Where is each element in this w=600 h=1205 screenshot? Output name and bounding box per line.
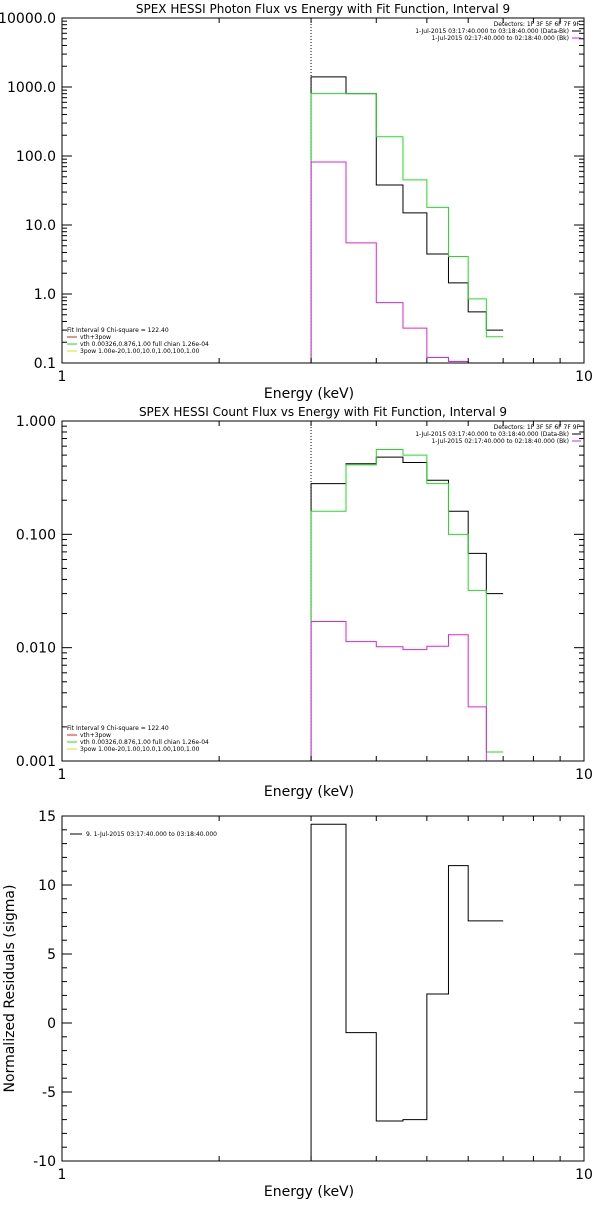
y-tick-label: -5 — [42, 1085, 56, 1101]
y-axis-label: Normalized Residuals (sigma) — [2, 885, 18, 1093]
legend-entry: vth 0.00326,0.876,1.00 full chian 1.26e-… — [80, 739, 209, 746]
x-tick-label: 1 — [58, 767, 67, 783]
plot-area — [310, 18, 504, 363]
series-vth-3pow — [310, 93, 504, 363]
y-tick-label: -10 — [33, 1154, 56, 1170]
info-line: 1-Jul-2015 02:17:40.000 to 02:18:40.000 … — [431, 438, 569, 445]
y-tick-label: 0 — [47, 1016, 56, 1032]
y-tick-label: 0.001 — [16, 754, 56, 770]
info-line: 1-Jul-2015 03:17:40.000 to 03:18:40.000 … — [415, 28, 569, 35]
y-tick-label: 10 — [38, 878, 56, 894]
series-9-1-jul-2015-03-17-40-000-to-03-18-40-000 — [310, 823, 504, 1161]
plot-area — [310, 823, 504, 1161]
legend-entry: vth+3pow — [80, 732, 111, 739]
series-data-bk — [310, 76, 504, 363]
x-tick-label: 1 — [58, 369, 67, 385]
x-tick-label: 10 — [575, 1167, 593, 1183]
legend-entry: vth 0.00326,0.876,1.00 full chian 1.26e-… — [80, 341, 209, 348]
legend-entry: vth+3pow — [80, 334, 111, 341]
chart-title: SPEX HESSI Count Flux vs Energy with Fit… — [139, 405, 507, 419]
legend-entry: 9. 1-Jul-2015 03:17:40.000 to 03:18:40.0… — [86, 831, 217, 838]
x-tick-label: 1 — [58, 1167, 67, 1183]
legend-entry: Fit Interval 9 Chi-square = 122.40 — [67, 725, 169, 732]
y-tick-label: 1.0 — [34, 287, 56, 303]
chart-title: SPEX HESSI Photon Flux vs Energy with Fi… — [136, 2, 510, 16]
y-tick-label: 5 — [47, 947, 56, 963]
legend-entry: 3pow 1.00e-20,1.00,10.0,1.00,100,1.00 — [80, 746, 200, 753]
x-tick-label: 10 — [575, 369, 593, 385]
y-tick-label: 0.010 — [16, 641, 56, 657]
info-line: 1-Jul-2015 03:17:40.000 to 03:18:40.000 … — [415, 431, 569, 438]
series-bk — [310, 621, 487, 761]
y-tick-label: 0.1 — [34, 356, 56, 372]
info-line: Detectors: 1F 3F 5F 6F 7F 9F — [494, 424, 581, 431]
y-tick-label: 0.100 — [16, 527, 56, 543]
legend-entry: Fit Interval 9 Chi-square = 122.40 — [67, 327, 169, 334]
y-tick-label: 100.0 — [16, 149, 56, 165]
axes-frame — [61, 815, 585, 1162]
y-tick-label: 1000.0 — [7, 80, 56, 96]
axes-frame — [61, 17, 585, 364]
series-vth-3pow — [310, 449, 504, 761]
plot-area — [310, 421, 504, 761]
y-tick-label: 10.0 — [25, 218, 56, 234]
y-tick-label: 10000.0 — [0, 11, 56, 27]
info-line: 1-Jul-2015 02:17:40.000 to 02:18:40.000 … — [431, 35, 569, 42]
x-tick-label: 10 — [575, 767, 593, 783]
info-line: Detectors: 1F 3F 5F 6F 7F 9F — [494, 21, 581, 28]
x-axis-label: Energy (keV) — [264, 386, 354, 402]
x-axis-label: Energy (keV) — [264, 1184, 354, 1200]
y-tick-label: 15 — [38, 809, 56, 825]
axes-frame — [61, 420, 585, 762]
series-bk — [310, 161, 469, 363]
x-axis-label: Energy (keV) — [264, 784, 354, 800]
y-tick-label: 1.000 — [16, 414, 56, 430]
legend-entry: 3pow 1.00e-20,1.00,10.0,1.00,100,1.00 — [80, 348, 200, 355]
